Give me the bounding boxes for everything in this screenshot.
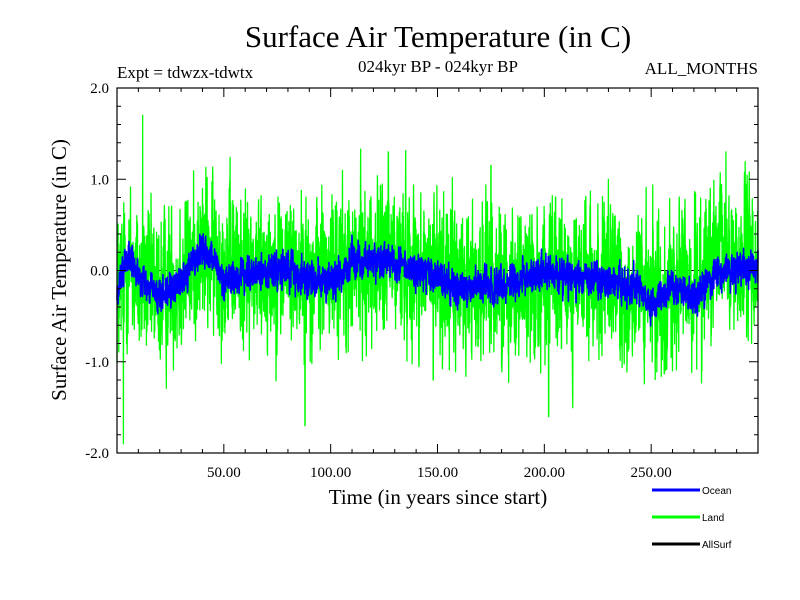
y-tick-label: 2.0 — [90, 81, 109, 97]
x-tick-label: 200.00 — [524, 465, 565, 481]
legend: Ocean Land AllSurf — [652, 486, 732, 551]
chart-subtitle: 024kyr BP - 024kyr BP — [358, 57, 518, 76]
chart-left-label: Expt = tdwzx-tdwtx — [117, 63, 254, 82]
x-tick-label: 250.00 — [631, 465, 672, 481]
tick-layer: 50.00 100.00 150.00 200.00 250.00 -2.0 -1.0 0.0… — [85, 81, 758, 481]
y-tick-label: 0.0 — [90, 264, 109, 280]
y-tick-label: -2.0 — [85, 446, 109, 462]
x-axis-label: Time (in years since start) — [329, 485, 548, 509]
legend-label-allsurf: AllSurf — [702, 540, 732, 551]
x-tick-label: 100.00 — [310, 465, 351, 481]
y-axis-label: Surface Air Temperature (in C) — [47, 139, 71, 401]
legend-label-land: Land — [702, 513, 724, 524]
x-tick-label: 150.00 — [417, 465, 458, 481]
plot-frame-layer — [116, 87, 759, 454]
series-line-ocean — [116, 233, 759, 327]
y-tick-label: -1.0 — [85, 355, 109, 371]
series-layer — [116, 114, 759, 445]
x-tick-label: 50.00 — [207, 465, 241, 481]
chart-right-label: ALL_MONTHS — [645, 59, 758, 78]
chart-title: Surface Air Temperature (in C) — [245, 19, 631, 54]
y-tick-label: 1.0 — [90, 172, 109, 188]
legend-label-ocean: Ocean — [702, 486, 731, 497]
plot-frame — [116, 87, 759, 454]
